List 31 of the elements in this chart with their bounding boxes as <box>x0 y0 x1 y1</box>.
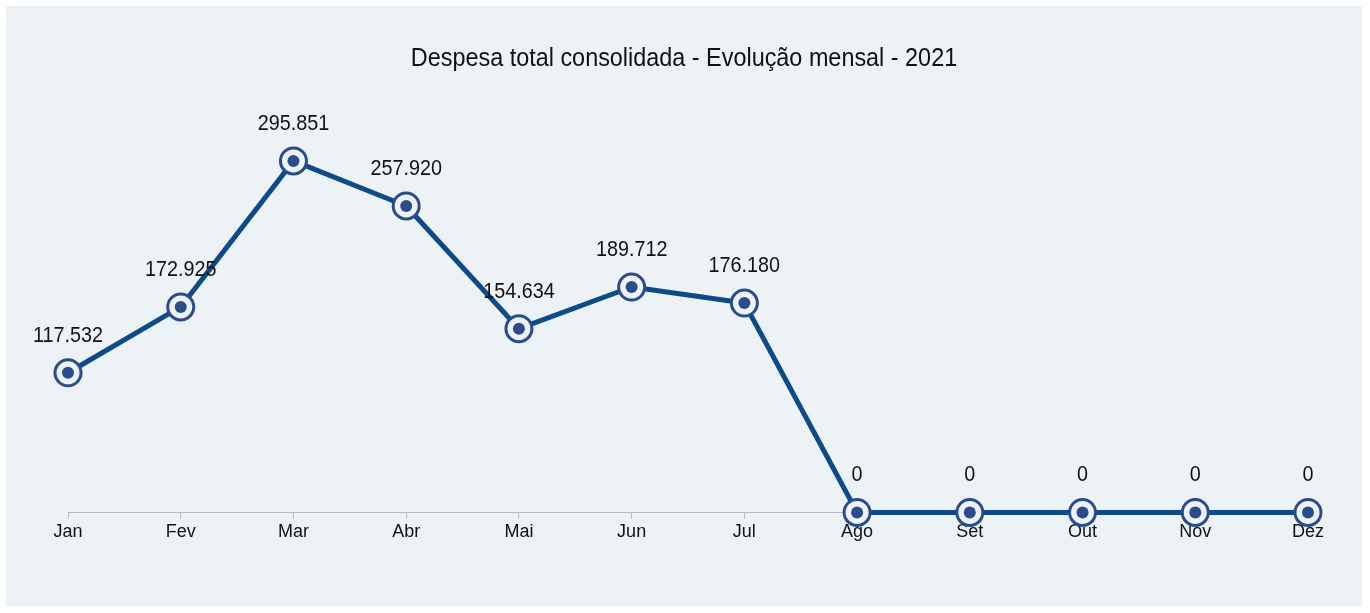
data-label: 0 <box>851 461 863 486</box>
data-label: 176.180 <box>708 252 781 277</box>
x-tick-label: Mar <box>277 521 309 542</box>
x-tick-label: Fev <box>165 521 196 542</box>
data-label: 0 <box>1302 461 1314 486</box>
data-label: 154.634 <box>483 277 556 302</box>
data-label: 0 <box>1189 461 1201 486</box>
x-tick-label: Mai <box>504 521 534 542</box>
x-tick-label: Jan <box>53 521 83 542</box>
data-label: 257.920 <box>370 155 442 180</box>
point <box>504 314 534 344</box>
data-label: 295.851 <box>257 110 330 135</box>
point <box>166 292 196 322</box>
point <box>729 288 759 318</box>
data-label: 0 <box>1077 461 1089 486</box>
x-tick-label: Set <box>956 521 984 542</box>
point <box>53 358 83 388</box>
x-tick-label: Out <box>1068 521 1098 542</box>
x-tick-label: Dez <box>1291 521 1325 542</box>
x-tick-label: Nov <box>1179 521 1212 542</box>
x-tick-label: Jun <box>617 521 647 542</box>
data-label: 0 <box>964 461 976 486</box>
point <box>391 191 421 221</box>
x-tick-label: Ago <box>841 521 874 542</box>
point <box>617 272 647 302</box>
point <box>278 146 308 176</box>
data-label: 189.712 <box>595 236 668 261</box>
data-label: 117.532 <box>32 321 104 347</box>
chart-title: Despesa total consolidada - Evolução mensal - 2021 <box>409 42 959 73</box>
x-tick-label: Jul <box>732 521 756 542</box>
x-tick-label: Abr <box>392 521 421 542</box>
